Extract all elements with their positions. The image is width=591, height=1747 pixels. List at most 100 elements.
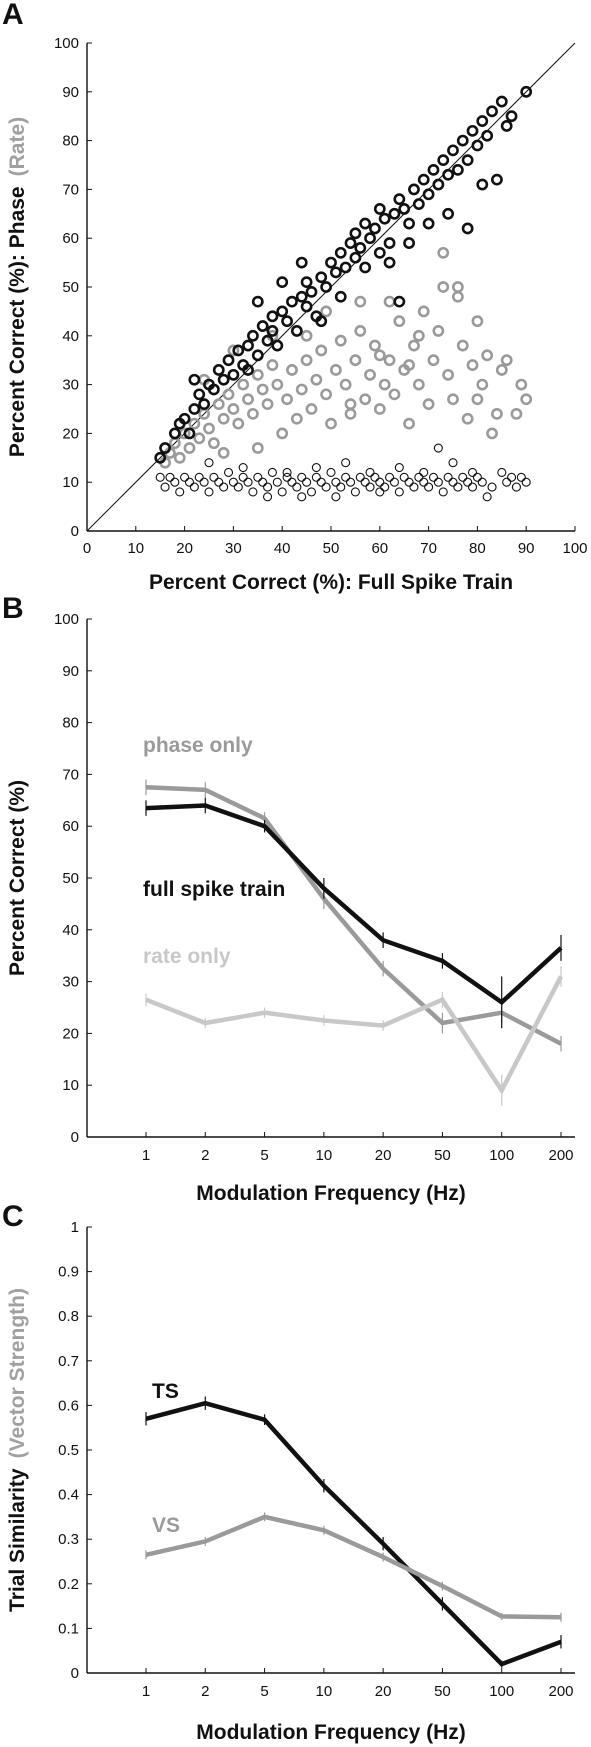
- scatter-point: [300, 276, 313, 289]
- panel-a-x-ticks: 0 10 20 30 40 50 60 70 80 90 100: [83, 526, 588, 557]
- scatter-point: [310, 373, 323, 386]
- scatter-point: [344, 398, 357, 411]
- scatter-point: [311, 463, 321, 473]
- scatter-point: [461, 154, 474, 167]
- scatter-point: [242, 393, 254, 406]
- scatter-point: [295, 383, 308, 396]
- scatter-point: [354, 242, 367, 254]
- scatter-point: [287, 477, 297, 487]
- scatter-point: [232, 344, 245, 357]
- scatter-point: [495, 95, 508, 108]
- panel-b-x-ticks: 1 2 5 10 20 50 100 200: [142, 1132, 574, 1164]
- x-tick-label: 0: [83, 540, 91, 557]
- scatter-point: [339, 378, 352, 391]
- scatter-point: [341, 458, 351, 468]
- x-tick-label: 20: [375, 1683, 392, 1700]
- scatter-point: [223, 467, 234, 477]
- scatter-point: [408, 183, 420, 196]
- scatter-point: [486, 105, 498, 118]
- scatter-point: [320, 281, 333, 293]
- scatter-point: [404, 477, 414, 487]
- scatter-point: [193, 432, 206, 445]
- y-tick-label: 50: [62, 279, 79, 296]
- scatter-point: [233, 482, 243, 492]
- scatter-point: [481, 129, 494, 142]
- scatter-point: [354, 325, 367, 337]
- scatter-point: [305, 285, 318, 298]
- scatter-point: [251, 295, 264, 308]
- y-tick-label: 80: [62, 133, 79, 150]
- scatter-point: [290, 325, 303, 337]
- scatter-point: [349, 227, 362, 240]
- x-tick-label: 200: [548, 1683, 573, 1700]
- scatter-point: [471, 139, 484, 152]
- x-tick-label: 5: [260, 1147, 268, 1164]
- y-tick-label: 10: [62, 474, 79, 491]
- scatter-point: [448, 458, 458, 468]
- scatter-point: [380, 482, 390, 492]
- y-tick-label: 0.5: [58, 1442, 79, 1459]
- scatter-point: [438, 487, 448, 497]
- x-tick-label: 2: [201, 1147, 209, 1164]
- scatter-point: [154, 451, 167, 464]
- y-tick-label: 80: [62, 715, 79, 732]
- panel-a: A 0 10 20 30 40 50 60 70 80 90 100 0 10 20 30 40 50 60 70…: [2, 0, 588, 594]
- scatter-point: [286, 295, 298, 308]
- scatter-point: [491, 173, 503, 186]
- scatter-point: [403, 237, 415, 249]
- panel-c-y-label: Trial Similarity (Vector Strength): [6, 1288, 29, 1612]
- scatter-point: [276, 305, 289, 318]
- scatter-point: [476, 378, 489, 391]
- x-tick-label: 5: [260, 1683, 268, 1700]
- scatter-point: [209, 472, 219, 482]
- scatter-point: [442, 168, 455, 181]
- y-tick-label: 70: [62, 766, 79, 783]
- scatter-point: [373, 246, 386, 259]
- scatter-point: [365, 467, 375, 477]
- y-tick-label: 100: [54, 35, 79, 52]
- scatter-point: [266, 310, 279, 323]
- scatter-point: [203, 422, 215, 435]
- scatter-point: [350, 487, 360, 497]
- series-line-2: [145, 975, 563, 1095]
- scatter-point: [456, 134, 469, 147]
- legend-phase-only: phase only: [143, 734, 253, 757]
- scatter-point: [188, 417, 201, 430]
- y-tick-label: 100: [54, 611, 79, 628]
- scatter-point: [198, 398, 211, 411]
- scatter-point: [394, 487, 404, 497]
- scatter-point: [248, 487, 258, 497]
- scatter-point: [419, 477, 429, 487]
- scatter-point: [193, 388, 206, 401]
- scatter-point: [242, 339, 254, 352]
- panel-a-y-ticks: 0 10 20 30 40 50 60 70 80 90 100: [54, 35, 92, 540]
- scatter-point: [399, 472, 409, 482]
- scatter-point: [222, 354, 235, 367]
- scatter-point: [212, 364, 225, 376]
- scatter-point: [388, 388, 401, 401]
- scatter-point: [315, 344, 328, 357]
- scatter-point: [412, 378, 425, 391]
- scatter-point: [212, 398, 225, 411]
- scatter-point: [251, 442, 264, 454]
- scatter-point: [419, 467, 429, 477]
- scatter-point: [467, 467, 478, 477]
- scatter-point: [345, 477, 356, 487]
- scatter-point: [159, 442, 171, 454]
- scatter-point: [282, 467, 292, 477]
- scatter-point: [393, 295, 406, 308]
- scatter-point: [344, 407, 357, 420]
- scatter-point: [295, 290, 308, 303]
- scatter-point: [315, 271, 328, 284]
- x-tick-label: 80: [469, 540, 486, 557]
- scatter-point: [183, 442, 196, 454]
- scatter-point: [355, 472, 365, 482]
- panel-a-y-label: Percent Correct (%): Phase (Rate): [6, 117, 29, 457]
- panel-c-y-label-secondary: (Vector Strength): [6, 1288, 29, 1458]
- y-tick-label: 20: [62, 1025, 79, 1042]
- scatter-point: [521, 477, 531, 487]
- x-tick-label: 40: [274, 540, 291, 557]
- scatter-point: [256, 383, 269, 396]
- scatter-point: [251, 349, 264, 362]
